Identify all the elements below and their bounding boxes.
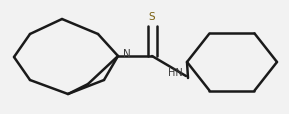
Text: S: S: [149, 12, 155, 22]
Text: HN: HN: [168, 67, 183, 77]
Text: N: N: [123, 49, 131, 58]
